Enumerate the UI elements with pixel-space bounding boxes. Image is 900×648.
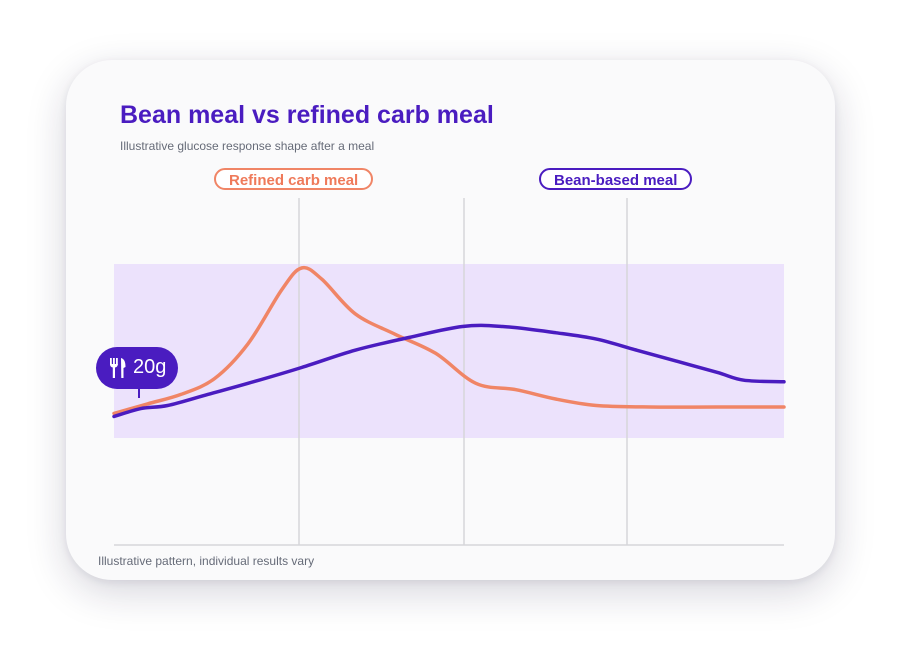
- fork-knife-icon: [110, 358, 126, 378]
- footer-note: Illustrative pattern, individual results…: [98, 554, 315, 568]
- bean-based-meal-line: [112, 323, 786, 419]
- legend-refined-carb-meal: Refined carb meal: [214, 168, 374, 190]
- meal-marker-badge: 20g: [96, 347, 178, 389]
- target-range-band: [114, 264, 784, 438]
- legend-bean-based-meal: Bean-based meal: [539, 168, 693, 190]
- chart-subtitle: Illustrative glucose response shape afte…: [120, 139, 375, 153]
- meal-marker-label: 20g: [133, 356, 167, 378]
- chart-title: Bean meal vs refined carb meal: [120, 101, 494, 129]
- refined-carb-meal-line: [112, 265, 786, 416]
- meal-marker-stem: [138, 388, 140, 398]
